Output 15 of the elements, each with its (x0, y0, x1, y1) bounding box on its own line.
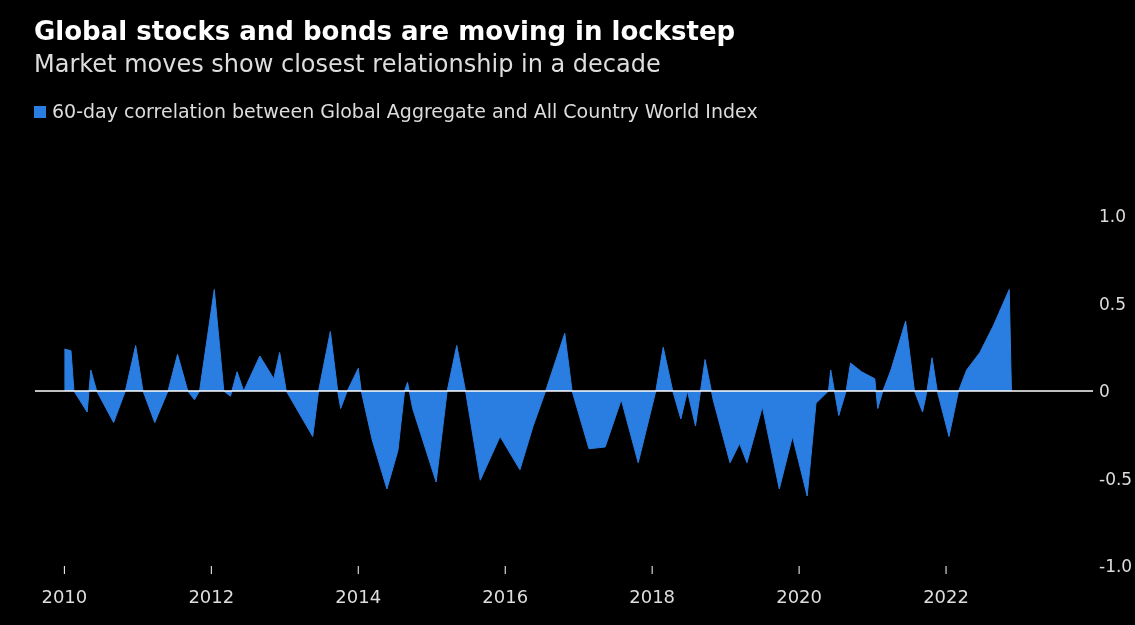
y-tick-label: -0.5 (1099, 468, 1133, 489)
x-tick-label: 2022 (923, 585, 969, 607)
y-tick-label: -1.0 (1099, 556, 1133, 577)
y-tick-label: 1.0 (1099, 206, 1127, 227)
chart-subtitle: Market moves show closest relationship in a decade (34, 49, 662, 80)
chart-title: Global stocks and bonds are moving in lockstep (34, 15, 737, 48)
legend-label: 60-day correlation between Global Aggregate and All Country World Index (52, 100, 758, 122)
x-tick-label: 2020 (776, 585, 823, 607)
x-tick-label: 2016 (482, 585, 529, 607)
x-tick-label: 2014 (335, 585, 382, 607)
x-tick-label: 2012 (188, 585, 235, 607)
x-tick-label: 2010 (41, 585, 88, 607)
x-tick-label: 2018 (629, 585, 676, 607)
y-tick-label: 0 (1099, 381, 1110, 402)
y-tick-label: 0.5 (1099, 293, 1127, 314)
